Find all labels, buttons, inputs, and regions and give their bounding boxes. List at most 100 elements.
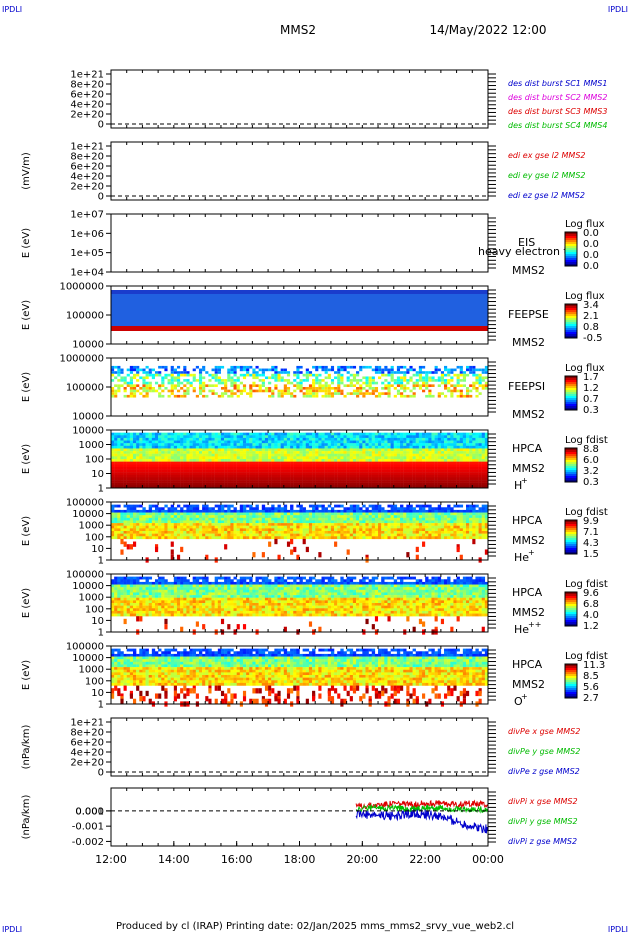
spectrogram-cell	[318, 443, 322, 447]
spectrogram-cell	[186, 461, 190, 465]
spectrogram-cell	[390, 371, 394, 374]
spectrogram-cell	[422, 448, 426, 452]
spectrogram-cell	[180, 448, 184, 452]
spectrogram-cell	[246, 368, 250, 372]
spectrogram-cell	[220, 387, 225, 390]
spectrogram-cell	[114, 536, 118, 540]
spectrogram-cell	[334, 389, 338, 393]
spectrogram-cell	[208, 461, 212, 465]
spectrogram-cell	[173, 384, 177, 387]
spectrogram-cell	[321, 482, 325, 486]
spectrogram-cell	[261, 389, 265, 393]
spectrogram-cell	[132, 507, 137, 511]
spectrogram-cell	[368, 461, 372, 465]
spectrogram-cell	[242, 480, 247, 483]
spectrogram-cell	[466, 469, 470, 473]
spectrogram-cell	[478, 480, 482, 483]
spectrogram-cell	[283, 515, 288, 519]
spectrogram-cell	[208, 485, 212, 489]
spectrogram-cell	[315, 456, 319, 460]
spectrogram-cell	[114, 525, 118, 529]
spectrogram-cell	[180, 482, 184, 486]
spectrogram-cell	[315, 523, 319, 526]
spectrogram-cell	[120, 469, 124, 473]
spectrogram-cell	[208, 389, 212, 393]
spectrogram-cell	[327, 453, 332, 457]
spectrogram-cell	[346, 451, 350, 454]
spectrogram-cell	[390, 466, 394, 470]
spectrogram-cell	[403, 387, 407, 390]
spectrogram-cell	[189, 466, 193, 470]
spectrogram-cell	[324, 515, 328, 519]
spectrogram-cell	[305, 459, 310, 462]
spectrogram-cell	[321, 477, 325, 481]
spectrogram-cell	[123, 459, 127, 462]
spectrogram-cell	[214, 533, 219, 537]
spectrogram-cell	[296, 448, 300, 452]
spectrogram-cell	[111, 469, 115, 473]
spectrogram-cell	[466, 432, 470, 436]
spectrogram-cell	[422, 528, 426, 532]
spectrogram-cell	[195, 437, 200, 441]
spectrogram-cell	[249, 523, 253, 526]
spectrogram-cell	[478, 368, 482, 372]
spectrogram-cell	[403, 376, 407, 380]
spectrogram-cell	[161, 432, 165, 436]
y-tick-label: 10	[91, 469, 104, 480]
spectrogram-cell	[283, 448, 288, 452]
spectrogram-cell	[359, 485, 363, 489]
spectrogram-cell	[136, 482, 140, 486]
spectrogram-cell	[393, 394, 397, 398]
spectrogram-cell	[352, 536, 357, 540]
spectrogram-cell	[129, 435, 134, 439]
spectrogram-cell	[466, 368, 470, 372]
spectrogram-cell	[123, 456, 127, 460]
spectrogram-cell	[374, 480, 379, 483]
colorbar-segment	[565, 314, 577, 317]
spectrogram-cell	[434, 448, 438, 452]
colorbar-segment	[565, 328, 577, 331]
spectrogram-cell	[164, 533, 168, 537]
spectrogram-cell	[114, 440, 118, 444]
spectrogram-cell	[293, 474, 297, 478]
spectrogram-cell	[246, 504, 250, 508]
spectrogram-cell	[475, 482, 479, 486]
spectrogram-cell	[315, 525, 319, 529]
spectrogram-cell	[359, 536, 363, 540]
spectrogram-cell	[211, 528, 215, 532]
spectrogram-cell	[290, 464, 294, 468]
spectrogram-cell	[349, 531, 354, 534]
spectrogram-cell	[271, 485, 275, 489]
spectrogram-cell	[111, 373, 115, 377]
spectrogram-cell	[236, 469, 241, 473]
spectrogram-cell	[129, 437, 134, 441]
spectrogram-cell	[412, 525, 416, 529]
spectrogram-cell	[453, 443, 457, 447]
spectrogram-cell	[198, 531, 203, 534]
spectrogram-cell	[233, 472, 237, 476]
spectrogram-cell	[145, 445, 149, 449]
spectrogram-cell	[211, 533, 215, 537]
spectrogram-cell	[227, 485, 231, 489]
spectrogram-cell	[387, 387, 391, 390]
spectrogram-cell	[293, 525, 297, 529]
spectrogram-cell	[450, 443, 454, 447]
spectrogram-cell	[158, 515, 162, 519]
spectrogram-cell	[293, 509, 297, 513]
spectrogram-cell	[447, 443, 451, 447]
spectrogram-cell	[167, 469, 171, 473]
spectrogram-cell	[403, 453, 407, 457]
spectrogram-cell	[277, 461, 281, 465]
spectrogram-cell	[478, 482, 482, 486]
spectrogram-cell	[352, 384, 357, 387]
spectrogram-cell	[261, 485, 266, 489]
spectrogram-cell	[472, 440, 476, 444]
spectrogram-cell	[217, 368, 221, 372]
spectrogram-cell	[343, 368, 347, 372]
spectrogram-cell	[371, 389, 375, 393]
spectrogram-cell	[264, 466, 269, 470]
spectrogram-cell	[444, 533, 448, 537]
spectrogram-cell	[400, 480, 404, 483]
spectrogram-cell	[450, 451, 454, 454]
spectrogram-cell	[290, 512, 294, 516]
